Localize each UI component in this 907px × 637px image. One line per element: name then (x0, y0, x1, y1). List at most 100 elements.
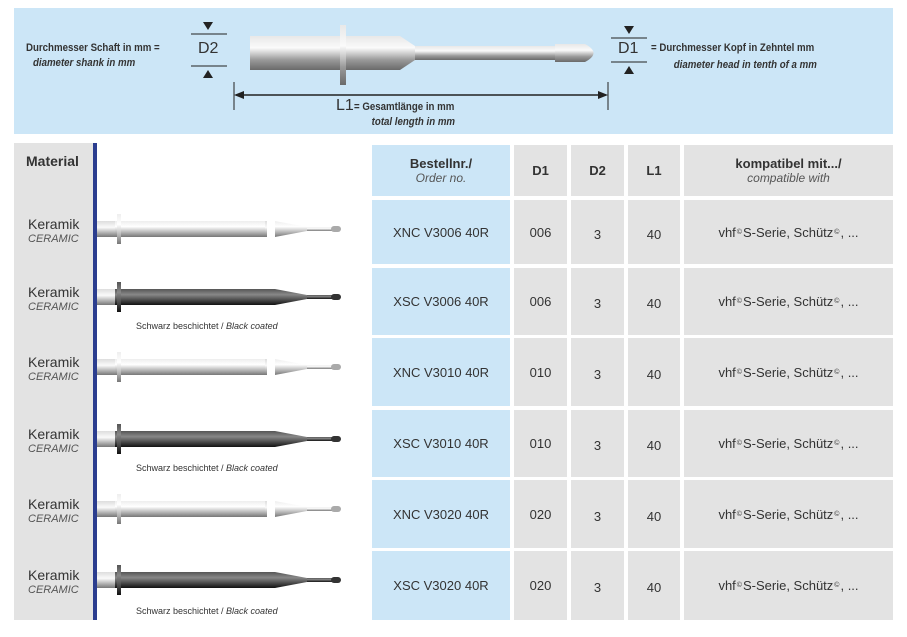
registered-mark-icon: © (736, 298, 742, 305)
cell-d2: 3 (571, 200, 624, 264)
l1-description-en: total length in mm (371, 116, 456, 128)
cell-compatible: vhf © S-Serie, Schütz ©, ... (684, 200, 893, 264)
registered-mark-icon: © (736, 582, 742, 589)
coating-note: Schwarz beschichtet / Black coated (136, 463, 278, 473)
cell-order: XSC V3010 40R (372, 410, 510, 477)
black-coated-tool-image (97, 282, 341, 312)
cell-order: XSC V3006 40R (372, 268, 510, 335)
d1-description-en: diameter head in tenth of a mm (673, 59, 817, 71)
registered-mark-icon: © (736, 368, 742, 376)
compatible-text: S-Serie, Schütz (742, 578, 834, 593)
material-label: Keramik CERAMIC (28, 354, 79, 383)
d2-description: Durchmesser Schaft in mm = (26, 42, 160, 54)
black-coated-tool-image (97, 565, 341, 595)
header-label-en: Order no. (415, 171, 467, 185)
cell-order: XSC V3020 40R (372, 551, 510, 620)
material-de: Keramik (28, 354, 80, 370)
material-label: Keramik CERAMIC (28, 284, 79, 313)
header-compatible: kompatibel mit.../compatible with (684, 145, 893, 196)
material-en: CERAMIC (28, 584, 79, 596)
material-label: Keramik CERAMIC (28, 426, 79, 455)
material-en: CERAMIC (28, 233, 79, 245)
header-order-no: Bestellnr./Order no. (372, 145, 510, 196)
compatible-text: vhf (718, 578, 736, 593)
black-coated-tool-image (97, 424, 341, 454)
compatible-text: , ... (840, 364, 859, 380)
cell-d1: 010 (514, 410, 567, 477)
cell-l1: 40 (628, 410, 680, 477)
l1-description: = Gesamtlänge in mm (354, 101, 455, 113)
dimension-diagram (14, 8, 893, 134)
compatible-text: , ... (840, 294, 859, 309)
coating-note-de: Schwarz beschichtet / (136, 606, 227, 616)
material-en: CERAMIC (28, 371, 79, 383)
cell-order: XNC V3010 40R (372, 338, 510, 406)
coating-note-de: Schwarz beschichtet / (136, 463, 227, 473)
cell-l1: 40 (628, 268, 680, 335)
material-label: Keramik CERAMIC (28, 567, 79, 596)
d1-dimension-marker (611, 26, 647, 74)
cell-d1: 006 (514, 268, 567, 335)
cell-d2: 3 (571, 338, 624, 406)
d2-label: D2 (198, 40, 219, 57)
accent-divider (93, 143, 97, 620)
registered-mark-icon: © (834, 298, 840, 305)
coating-note-de: Schwarz beschichtet / (136, 321, 227, 331)
registered-mark-icon: © (736, 228, 742, 236)
tool-image (97, 494, 341, 524)
material-de: Keramik (28, 496, 80, 512)
coating-note: Schwarz beschichtet / Black coated (136, 606, 278, 616)
tool-image (97, 352, 341, 382)
compatible-text: vhf (718, 506, 736, 522)
header-label: L1 (646, 163, 662, 178)
header-label: kompatibel mit.../ (735, 156, 842, 171)
registered-mark-icon: © (834, 510, 840, 518)
header-label: D1 (532, 163, 549, 178)
cell-d2: 3 (571, 551, 624, 620)
cell-compatible: vhf © S-Serie, Schütz ©, ... (684, 480, 893, 548)
header-d1: D1 (514, 145, 567, 196)
compatible-text: S-Serie, Schütz (742, 436, 834, 451)
compatible-text: S-Serie, Schütz (742, 506, 834, 522)
registered-mark-icon: © (736, 440, 742, 447)
coating-note-en: Black coated (226, 463, 278, 473)
cell-d1: 020 (514, 480, 567, 548)
compatible-text: vhf (718, 294, 736, 309)
cell-d1: 006 (514, 200, 567, 264)
material-de: Keramik (28, 426, 80, 442)
cell-l1: 40 (628, 200, 680, 264)
material-en: CERAMIC (28, 301, 79, 313)
compatible-text: , ... (840, 578, 859, 593)
cell-l1: 40 (628, 338, 680, 406)
d2-description-en: diameter shank in mm (32, 57, 136, 69)
compatible-text: vhf (718, 436, 736, 451)
d1-description: = Durchmesser Kopf in Zehntel mm (651, 42, 815, 54)
cell-compatible: vhf © S-Serie, Schütz ©, ... (684, 338, 893, 406)
coating-note-en: Black coated (226, 606, 278, 616)
compatible-text: vhf (718, 224, 736, 240)
cell-d2: 3 (571, 410, 624, 477)
registered-mark-icon: © (834, 228, 840, 236)
cell-d2: 3 (571, 268, 624, 335)
tool-diagram-image (233, 25, 609, 110)
registered-mark-icon: © (834, 368, 840, 376)
cell-d1: 020 (514, 551, 567, 620)
compatible-text: , ... (840, 436, 859, 451)
cell-d1: 010 (514, 338, 567, 406)
d2-dimension-marker (191, 22, 227, 78)
cell-l1: 40 (628, 551, 680, 620)
material-de: Keramik (28, 567, 80, 583)
header-label: D2 (589, 163, 606, 178)
d1-label: D1 (618, 40, 639, 57)
material-label: Keramik CERAMIC (28, 496, 79, 525)
cell-l1: 40 (628, 480, 680, 548)
material-label: Keramik CERAMIC (28, 216, 79, 245)
header-d2: D2 (571, 145, 624, 196)
header-label: Bestellnr./ (409, 156, 473, 171)
tool-image (97, 214, 341, 244)
compatible-text: , ... (840, 506, 859, 522)
cell-order: XNC V3020 40R (372, 480, 510, 548)
material-en: CERAMIC (28, 513, 79, 525)
compatible-text: , ... (840, 224, 859, 240)
registered-mark-icon: © (834, 582, 840, 589)
